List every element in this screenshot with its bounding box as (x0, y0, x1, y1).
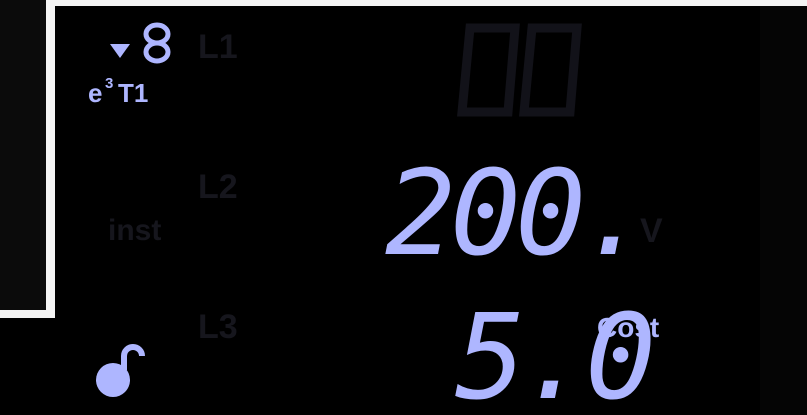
left-panel (0, 0, 48, 310)
row-label: L3 (198, 308, 238, 346)
row-label: L1 (198, 28, 238, 66)
exponent-indicator: 3 (105, 75, 113, 92)
tariff-indicator: T1 (118, 78, 148, 108)
frame-vertical (46, 0, 55, 318)
mode-label: inst (108, 214, 161, 247)
energy-indicator: e (88, 78, 102, 108)
row-value: 200. (385, 144, 645, 282)
frame-top (48, 0, 807, 6)
row-label: L2 (198, 168, 238, 206)
frame-horizontal (0, 310, 55, 318)
lcd-display: e 3 T1 L1 L2 L3 inst V 200. 5.0 Cost (0, 0, 807, 415)
unit-label: Cost (597, 312, 659, 343)
row-value: 5.0 (455, 288, 651, 415)
right-edge (760, 6, 807, 415)
